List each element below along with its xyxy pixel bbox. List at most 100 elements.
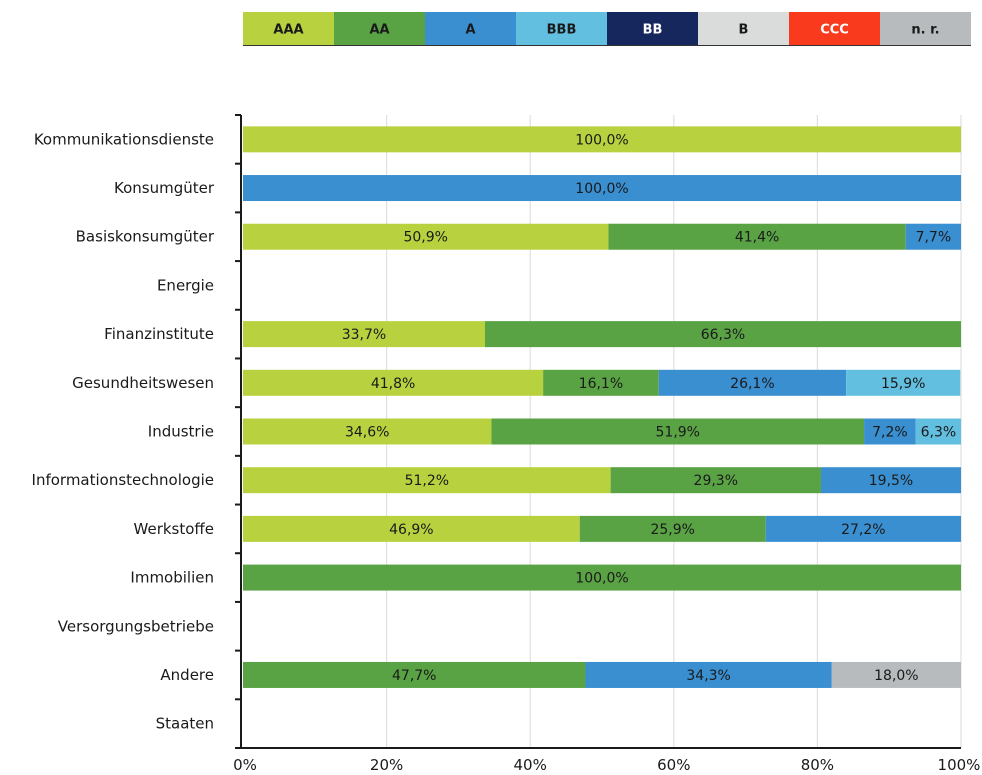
legend-swatch-aa [334, 12, 425, 45]
axes [235, 114, 961, 749]
legend-swatch-a [425, 12, 516, 45]
legend-swatch-ccc [789, 12, 880, 45]
legend-label-aaa: AAA [273, 23, 303, 38]
bar-row-werkstoffe: 46,9% 25,9% 27,2% [243, 515, 961, 542]
bar-segment-werkstoffe-a [765, 515, 961, 542]
legend-swatch-aaa [243, 12, 334, 45]
legend-swatch-bbb [516, 12, 607, 45]
x-tick-label-40: 40% [514, 756, 547, 774]
data-label-andere-aa: 47,7% [392, 668, 436, 684]
legend-item-aaa: AAA [243, 12, 334, 45]
data-label-informationstechnologie-aa: 29,3% [694, 473, 738, 489]
bar-row-informationstechnologie: 51,2% 29,3% 19,5% [243, 467, 961, 494]
legend-swatch-n-r [880, 12, 971, 45]
category-label-staaten: Staaten [156, 715, 214, 733]
bar-segment-andere-aa [243, 661, 586, 688]
bar-segment-basiskonsumgüter-aaa [243, 223, 609, 250]
category-label-werkstoffe: Werkstoffe [134, 520, 214, 538]
category-label-immobilien: Immobilien [130, 569, 214, 587]
data-label-konsumgüter-a: 100,0% [575, 181, 628, 197]
bar-row-basiskonsumgüter: 50,9% 41,4% 7,7% [243, 223, 961, 250]
bar-row-industrie: 34,6% 51,9% 7,2% 6,3% [243, 418, 961, 445]
bar-segment-gesundheitswesen-aa [543, 369, 659, 396]
x-tick-label-0: 0% [233, 756, 257, 774]
bar-row-konsumgüter: 100,0% [243, 175, 961, 202]
data-label-informationstechnologie-aaa: 51,2% [405, 473, 449, 489]
category-label-industrie: Industrie [148, 423, 214, 441]
legend-label-n-r: n. r. [911, 23, 939, 38]
category-label-informationstechnologie: Informationstechnologie [32, 471, 214, 489]
category-label-basiskonsumgüter: Basiskonsumgüter [76, 228, 215, 246]
bar-segment-finanzinstitute-aaa [243, 321, 485, 348]
category-label-versorgungsbetriebe: Versorgungsbetriebe [58, 617, 214, 635]
category-label-gesundheitswesen: Gesundheitswesen [72, 374, 214, 392]
data-label-finanzinstitute-aaa: 33,7% [342, 327, 386, 343]
bar-segment-industrie-bbb [915, 418, 961, 445]
legend-item-aa: AA [334, 12, 425, 45]
bar-segment-immobilien-aa [243, 564, 961, 591]
legend: AAA AA A BBB BB B CCC n. r. [243, 12, 971, 46]
bar-segment-andere-a [585, 661, 832, 688]
data-label-informationstechnologie-a: 19,5% [869, 473, 913, 489]
legend-label-bb: BB [643, 23, 663, 38]
legend-item-ccc: CCC [789, 12, 880, 45]
bar-segment-informationstechnologie-aa [610, 467, 821, 494]
category-labels: Kommunikationsdienste Konsumgüter Basiskon… [32, 130, 215, 732]
x-tick-label-20: 20% [370, 756, 403, 774]
data-label-industrie-bbb: 6,3% [921, 425, 957, 441]
data-label-industrie-aaa: 34,6% [345, 425, 389, 441]
data-label-gesundheitswesen-a: 26,1% [730, 376, 774, 392]
legend-item-bbb: BBB [516, 12, 607, 45]
category-label-andere: Andere [160, 666, 214, 684]
data-label-werkstoffe-aaa: 46,9% [389, 522, 433, 538]
data-label-kommunikationsdienste-aaa: 100,0% [575, 132, 628, 148]
bar-row-finanzinstitute: 33,7% 66,3% [243, 321, 961, 348]
legend-item-a: A [425, 12, 516, 45]
data-label-andere-n-r: 18,0% [874, 668, 918, 684]
legend-swatch-b [698, 12, 789, 45]
category-label-finanzinstitute: Finanzinstitute [104, 325, 214, 343]
data-label-industrie-aa: 51,9% [656, 425, 700, 441]
x-tick-label-100: 100% [938, 756, 981, 774]
legend-label-b: B [739, 23, 749, 38]
bar-segment-informationstechnologie-a [820, 467, 961, 494]
data-label-gesundheitswesen-bbb: 15,9% [881, 376, 925, 392]
x-tick-label-80: 80% [801, 756, 834, 774]
bar-segment-konsumgüter-a [243, 175, 961, 202]
legend-item-bb: BB [607, 12, 698, 45]
bar-row-immobilien: 100,0% [243, 564, 961, 591]
legend-label-a: A [465, 23, 475, 38]
bar-segment-industrie-a [864, 418, 916, 445]
legend-label-bbb: BBB [547, 23, 577, 38]
data-label-finanzinstitute-aa: 66,3% [701, 327, 745, 343]
bar-segment-finanzinstitute-aa [484, 321, 961, 348]
bar-segment-basiskonsumgüter-a [905, 223, 961, 250]
data-label-andere-a: 34,3% [686, 668, 730, 684]
legend-label-aa: AA [369, 23, 389, 38]
data-label-gesundheitswesen-aaa: 41,8% [371, 376, 415, 392]
bar-segment-basiskonsumgüter-aa [608, 223, 906, 250]
data-label-werkstoffe-a: 27,2% [841, 522, 885, 538]
bar-row-gesundheitswesen: 41,8% 16,1% 26,1% 15,9% [243, 369, 961, 396]
data-label-gesundheitswesen-aa: 16,1% [579, 376, 623, 392]
category-label-energie: Energie [157, 276, 214, 294]
bar-row-kommunikationsdienste: 100,0% [243, 126, 961, 153]
category-label-kommunikationsdienste: Kommunikationsdienste [34, 130, 214, 148]
x-tick-label-60: 60% [657, 756, 690, 774]
data-label-immobilien-aa: 100,0% [575, 571, 628, 587]
data-label-basiskonsumgüter-aaa: 50,9% [403, 230, 447, 246]
bar-segment-industrie-aa [491, 418, 865, 445]
legend-item-b: B [698, 12, 789, 45]
data-label-industrie-a: 7,2% [872, 425, 908, 441]
bar-row-andere: 47,7% 34,3% 18,0% [243, 661, 961, 688]
bar-segment-werkstoffe-aaa [243, 515, 580, 542]
legend-label-ccc: CCC [820, 23, 849, 38]
bar-segment-informationstechnologie-aaa [243, 467, 611, 494]
bars: 100,0% 100,0% 50,9% 41,4% 7,7% 33,7% 66,3% 41,8… [243, 126, 961, 688]
bar-segment-werkstoffe-aa [579, 515, 766, 542]
bar-segment-gesundheitswesen-bbb [846, 369, 961, 396]
data-label-basiskonsumgüter-a: 7,7% [916, 230, 952, 246]
x-tick-labels: 0% 20% 40% 60% 80% 100% [233, 756, 980, 774]
